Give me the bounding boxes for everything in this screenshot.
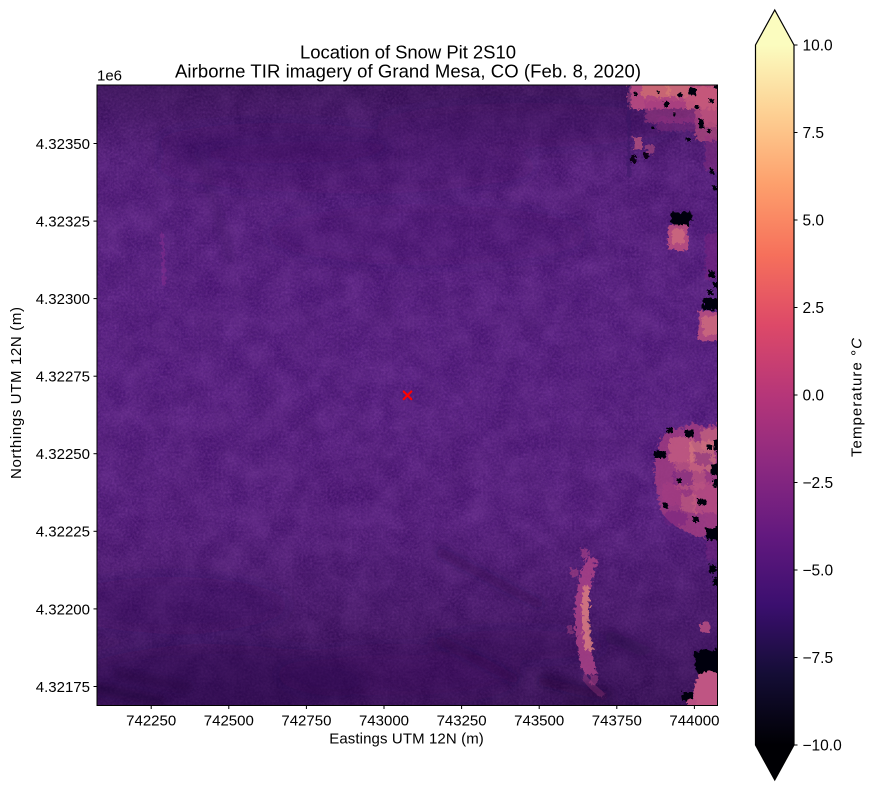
svg-text:−5.0: −5.0 — [803, 563, 834, 580]
svg-text:742500: 742500 — [204, 713, 254, 730]
svg-text:742750: 742750 — [281, 713, 331, 730]
svg-text:743000: 743000 — [359, 713, 409, 730]
svg-text:Airborne TIR imagery of Grand: Airborne TIR imagery of Grand Mesa, CO (… — [175, 61, 641, 82]
svg-text:4.32325: 4.32325 — [36, 214, 90, 231]
svg-text:4.32350: 4.32350 — [36, 136, 90, 153]
svg-text:1e6: 1e6 — [97, 68, 122, 85]
svg-text:Northings UTM 12N (m): Northings UTM 12N (m) — [8, 307, 25, 479]
svg-text:743750: 743750 — [592, 713, 642, 730]
svg-text:−10.0: −10.0 — [803, 738, 843, 755]
svg-text:5.0: 5.0 — [803, 213, 825, 230]
svg-text:Location of Snow Pit 2S10: Location of Snow Pit 2S10 — [300, 42, 516, 63]
svg-text:7.5: 7.5 — [803, 125, 825, 142]
svg-text:743500: 743500 — [514, 713, 564, 730]
svg-text:4.32225: 4.32225 — [36, 524, 90, 541]
svg-text:Eastings UTM 12N (m): Eastings UTM 12N (m) — [329, 731, 484, 748]
svg-text:4.32250: 4.32250 — [36, 446, 90, 463]
svg-text:4.32275: 4.32275 — [36, 369, 90, 386]
svg-text:743250: 743250 — [437, 713, 487, 730]
svg-text:2.5: 2.5 — [803, 300, 825, 317]
svg-text:10.0: 10.0 — [803, 38, 834, 55]
svg-text:4.32175: 4.32175 — [36, 679, 90, 696]
svg-text:−2.5: −2.5 — [803, 475, 834, 492]
svg-text:4.32200: 4.32200 — [36, 601, 90, 618]
svg-text:4.32300: 4.32300 — [36, 291, 90, 308]
svg-text:0.0: 0.0 — [803, 388, 825, 405]
svg-text:Temperature °C: Temperature °C — [849, 338, 866, 457]
svg-text:744000: 744000 — [669, 713, 719, 730]
svg-text:−7.5: −7.5 — [803, 650, 834, 667]
svg-text:742250: 742250 — [126, 713, 176, 730]
